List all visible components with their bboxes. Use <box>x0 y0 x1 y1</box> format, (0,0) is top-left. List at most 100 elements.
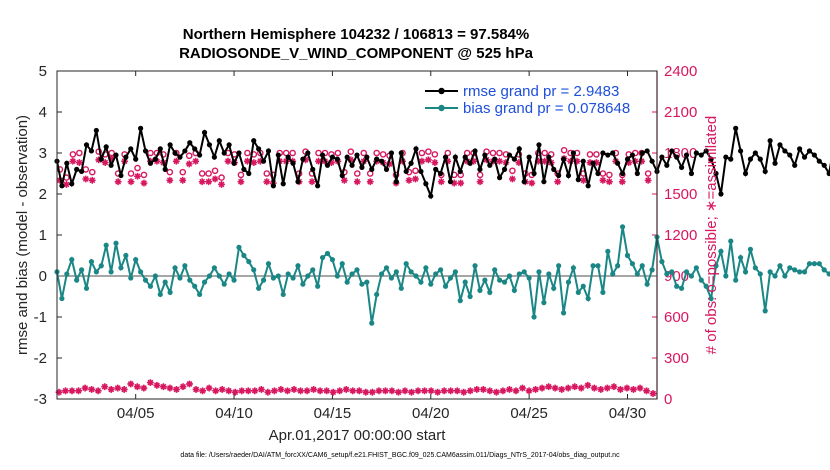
bias-point <box>310 267 316 273</box>
obs-low-marker <box>271 387 278 395</box>
rmse-point <box>728 156 734 162</box>
rmse-point <box>644 148 650 154</box>
bias-point <box>615 263 621 269</box>
x-axis-label: Apr.01,2017 00:00:00 start <box>269 427 447 444</box>
obs-low-marker <box>153 381 161 389</box>
obs-low-marker <box>362 388 370 396</box>
bias-point <box>619 224 626 230</box>
obs-low-marker <box>421 387 428 395</box>
rmse-point <box>383 166 390 172</box>
bias-point <box>138 269 144 275</box>
bias-point <box>521 269 527 275</box>
x-tick-label: 04/25 <box>510 405 548 422</box>
obs-possible-marker <box>509 167 516 175</box>
rmse-point <box>585 183 591 189</box>
rmse-point <box>359 164 365 170</box>
obs-low-marker <box>630 386 637 393</box>
bias-point <box>747 246 754 252</box>
obs-possible-marker <box>88 168 96 176</box>
obs-assimilated-marker <box>534 157 542 165</box>
rmse-point <box>241 166 247 172</box>
rmse-point <box>546 154 552 160</box>
data-file-footnote: data file: /Users/raeder/DAI/ATM_forcXX/… <box>180 452 620 459</box>
bias-point <box>369 320 375 326</box>
obs-assimilated-marker <box>509 175 516 183</box>
bias-point <box>742 269 749 275</box>
obs-low-marker <box>251 387 259 395</box>
obs-possible-marker <box>147 149 154 157</box>
rmse-point <box>142 148 149 154</box>
obs-assimilated-marker <box>95 156 103 164</box>
obs-low-marker <box>238 387 246 395</box>
bias-point <box>482 277 488 283</box>
obs-assimilated-marker <box>172 157 180 165</box>
bias-point <box>324 250 331 257</box>
rmse-point <box>521 179 527 185</box>
bias-point <box>688 273 695 279</box>
obs-low-marker <box>525 387 533 395</box>
bias-point <box>738 254 744 261</box>
bias-point <box>531 314 537 320</box>
obs-assimilated-marker <box>437 178 445 186</box>
y-right-tick-label: 300 <box>664 350 689 367</box>
obs-possible-marker <box>644 170 652 177</box>
bias-point <box>78 267 85 273</box>
obs-low-marker <box>532 386 539 393</box>
rmse-point <box>275 152 281 158</box>
obs-assimilated-marker <box>476 178 484 186</box>
bias-point <box>472 263 478 269</box>
rmse-point <box>708 156 714 162</box>
bias-point <box>560 310 567 316</box>
bias-point <box>787 265 793 271</box>
obs-assimilated-marker <box>463 157 471 165</box>
obs-low-markers <box>55 379 657 397</box>
bias-point <box>142 277 149 283</box>
obs-possible-marker <box>140 171 148 179</box>
bias-point <box>649 267 655 273</box>
bias-point <box>280 291 286 298</box>
obs-assimilated-marker <box>515 159 523 166</box>
rmse-point <box>364 154 370 160</box>
obs-low-marker <box>349 387 357 395</box>
bias-point <box>433 271 439 277</box>
rmse-point <box>787 152 793 158</box>
rmse-point <box>649 158 655 164</box>
rmse-point <box>797 146 803 152</box>
rmse-point <box>634 170 640 177</box>
bias-point <box>718 248 724 254</box>
bias-point <box>69 257 75 263</box>
obs-low-marker <box>55 388 63 396</box>
rmse-point <box>285 154 291 160</box>
obs-low-marker <box>303 387 311 395</box>
rmse-point <box>821 162 827 168</box>
obs-assimilated-marker <box>82 175 90 183</box>
bias-point <box>752 265 758 271</box>
obs-low-marker <box>401 387 409 395</box>
rmse-point <box>664 162 670 168</box>
obs-assimilated-marker <box>412 175 419 183</box>
obs-assimilated-marker <box>457 179 465 187</box>
obs-possible-marker <box>185 152 193 160</box>
obs-low-marker <box>473 386 481 393</box>
x-tick-label: 04/05 <box>117 405 155 422</box>
rmse-point <box>157 146 163 152</box>
plot-frame <box>56 70 658 400</box>
bias-point <box>708 295 714 302</box>
bias-point <box>295 263 301 269</box>
obs-possible-marker <box>412 167 419 175</box>
rmse-point <box>678 164 685 170</box>
obs-assimilated-marker <box>418 157 426 165</box>
bias-point <box>605 248 611 254</box>
bias-point <box>393 269 399 275</box>
obs-low-marker <box>636 384 644 392</box>
rmse-point <box>334 156 340 162</box>
bias-point <box>767 269 773 275</box>
bias-point <box>93 269 99 275</box>
rmse-point <box>462 154 468 160</box>
rmse-point <box>472 148 478 154</box>
bias-point <box>600 289 606 295</box>
bias-point <box>551 285 557 291</box>
obs-possible-marker <box>593 151 600 158</box>
rmse-point <box>428 193 434 199</box>
rmse-point <box>123 154 129 160</box>
